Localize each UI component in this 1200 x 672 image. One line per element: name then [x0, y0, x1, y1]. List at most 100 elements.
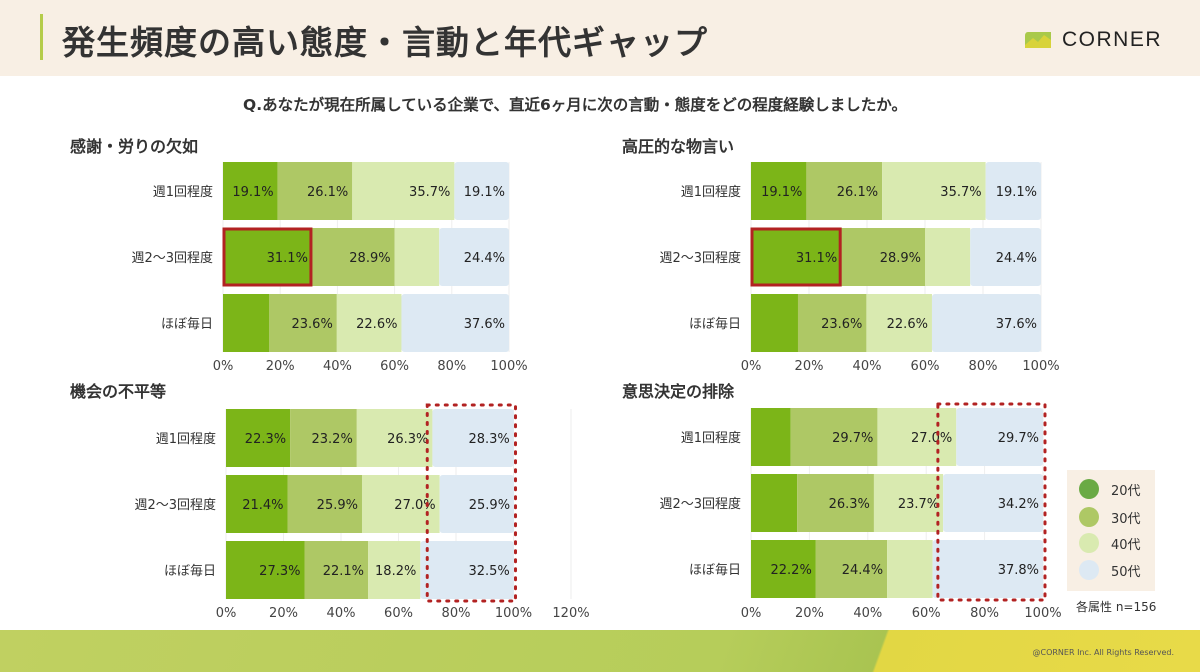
x-tick-label: 120%	[552, 606, 589, 621]
data-label: 19.1%	[996, 185, 1037, 200]
data-label: 25.9%	[469, 498, 510, 513]
data-label: 26.3%	[829, 497, 870, 512]
data-label: 24.4%	[996, 251, 1037, 266]
x-tick-label: 40%	[853, 359, 882, 374]
bar-segment-30代	[269, 294, 337, 352]
x-tick-label: 0%	[216, 606, 237, 621]
x-tick-label: 20%	[266, 359, 295, 374]
bar-segment-50代	[432, 409, 514, 467]
highlight-box	[222, 227, 313, 287]
data-label: 22.6%	[356, 317, 397, 332]
data-label: 32.5%	[468, 564, 509, 579]
data-label: 35.7%	[940, 185, 981, 200]
sample-size-note: 各属性 n=156	[1076, 600, 1157, 614]
bar-segment-30代	[790, 408, 878, 466]
x-tick-label: 80%	[437, 359, 466, 374]
y-category-label: ほぼ毎日	[689, 316, 741, 332]
data-label: 25.9%	[317, 498, 358, 513]
bar-segment-40代	[368, 541, 421, 599]
title-accent-bar	[40, 14, 43, 60]
data-label: 22.2%	[771, 563, 812, 578]
header: 発生頻度の高い態度・言動と年代ギャップ CORNER	[0, 0, 1200, 76]
bar-segment-50代	[943, 474, 1043, 532]
bar-segment-20代	[226, 541, 305, 599]
highlight-dotted-box	[936, 402, 1047, 602]
x-tick-label: 20%	[795, 359, 824, 374]
x-tick-label: 60%	[384, 606, 413, 621]
bar-segment-30代	[311, 228, 395, 286]
bar-segment-30代	[287, 475, 362, 533]
legend-swatch	[1079, 560, 1099, 580]
bar-segment-50代	[401, 294, 509, 352]
y-category-label: 週1回程度	[681, 430, 741, 446]
corner-logo-icon	[1025, 32, 1051, 48]
x-tick-label: 80%	[442, 606, 471, 621]
x-tick-label: 40%	[327, 606, 356, 621]
bar-segment-20代	[223, 228, 312, 286]
y-category-label: 週1回程度	[681, 184, 741, 200]
x-tick-label: 100%	[1022, 359, 1059, 374]
x-tick-label: 20%	[795, 606, 824, 621]
data-label: 28.9%	[349, 251, 390, 266]
legend-item-20s: 20代	[1079, 479, 1141, 499]
bar-segment-20代	[223, 294, 270, 352]
bar-segment-20代	[223, 162, 278, 220]
bar-segment-40代	[873, 474, 944, 532]
bar-segment-50代	[420, 541, 514, 599]
chart-title-exclusion: 意思決定の排除	[622, 382, 735, 401]
y-category-label: 週1回程度	[153, 184, 213, 200]
bar-segment-20代	[226, 409, 291, 467]
x-tick-label: 60%	[912, 606, 941, 621]
bar-segment-20代	[751, 474, 798, 532]
data-label: 19.1%	[232, 185, 273, 200]
bar-segment-20代	[226, 475, 288, 533]
legend-label: 50代	[1111, 564, 1141, 580]
bar-segment-30代	[304, 541, 369, 599]
data-label: 27.0%	[394, 498, 435, 513]
chart-title-inequality: 機会の不平等	[70, 382, 167, 401]
data-label: 21.4%	[242, 498, 283, 513]
data-label: 22.1%	[323, 564, 364, 579]
chart-title-harsh-speech: 高圧的な物言い	[622, 137, 735, 156]
legend-swatch	[1079, 507, 1099, 527]
bar-segment-40代	[882, 162, 986, 220]
data-label: 29.7%	[998, 431, 1039, 446]
bar-segment-50代	[931, 294, 1041, 352]
x-tick-label: 100%	[495, 606, 532, 621]
data-label: 34.2%	[998, 497, 1039, 512]
bar-segment-40代	[394, 228, 440, 286]
data-label: 18.2%	[375, 564, 416, 579]
data-label: 35.7%	[409, 185, 450, 200]
x-tick-label: 80%	[969, 359, 998, 374]
y-category-label: 週2〜3回程度	[131, 250, 213, 266]
data-label: 37.6%	[996, 317, 1037, 332]
data-label: 19.1%	[761, 185, 802, 200]
bar-segment-50代	[970, 228, 1041, 286]
x-tick-label: 100%	[1024, 606, 1061, 621]
bar-segment-40代	[352, 162, 455, 220]
legend-item-30s: 30代	[1079, 507, 1141, 527]
x-tick-label: 20%	[269, 606, 298, 621]
data-label: 31.1%	[267, 251, 308, 266]
data-label: 23.2%	[312, 432, 353, 447]
x-tick-label: 0%	[741, 359, 762, 374]
footer-band: @CORNER Inc. All Rights Reserved.	[0, 630, 1200, 672]
legend-swatch	[1079, 533, 1099, 553]
legend-item-50s: 50代	[1079, 560, 1141, 580]
x-tick-label: 0%	[741, 606, 762, 621]
bar-segment-40代	[336, 294, 402, 352]
bar-segment-50代	[439, 228, 509, 286]
bar-segment-50代	[439, 475, 515, 533]
bar-segment-30代	[277, 162, 353, 220]
data-label: 19.1%	[464, 185, 505, 200]
data-label: 23.6%	[821, 317, 862, 332]
highlight-box	[750, 227, 842, 287]
legend-item-40s: 40代	[1079, 533, 1141, 553]
data-label: 24.4%	[842, 563, 883, 578]
bar-segment-40代	[877, 408, 957, 466]
bar-segment-50代	[932, 540, 1043, 598]
y-category-label: 週2〜3回程度	[659, 250, 741, 266]
legend-label: 30代	[1111, 511, 1141, 527]
x-tick-label: 40%	[323, 359, 352, 374]
